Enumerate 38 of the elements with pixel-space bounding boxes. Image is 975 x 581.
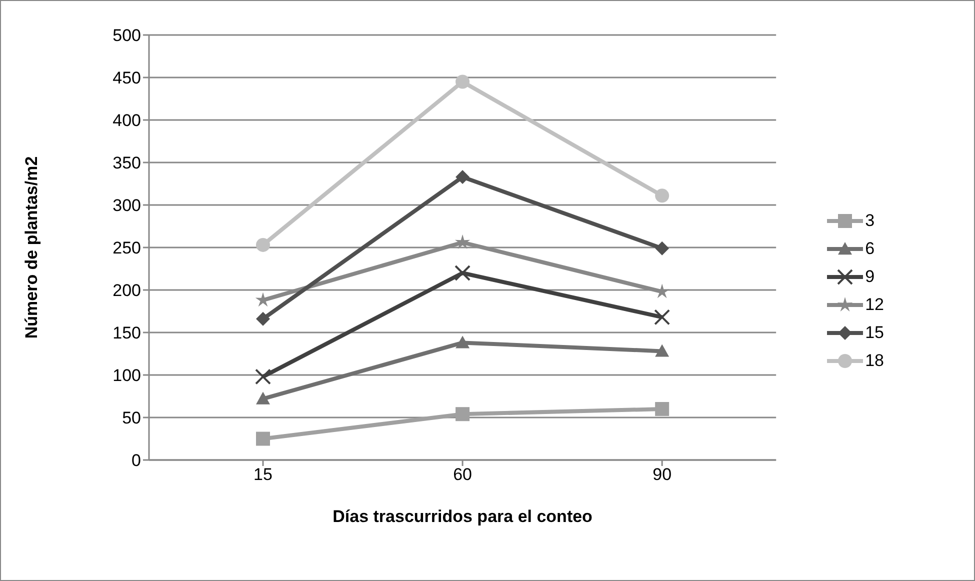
- point: [256, 392, 270, 404]
- point: [454, 265, 471, 281]
- y-tick-label: 150: [112, 324, 141, 343]
- y-tick-label: 0: [132, 451, 141, 470]
- x-tick-label: 15: [254, 465, 272, 484]
- legend-label: 9: [865, 266, 875, 286]
- legend-label: 18: [865, 350, 884, 370]
- point: [655, 188, 670, 203]
- y-tick-label: 300: [112, 196, 141, 216]
- x-tick-label: 60: [453, 465, 472, 484]
- point: [456, 336, 470, 348]
- x-tick-label: 90: [652, 465, 672, 484]
- point: [654, 309, 670, 326]
- y-tick-label: 500: [112, 26, 141, 46]
- point: [655, 344, 670, 357]
- point: [456, 407, 470, 422]
- point: [255, 368, 271, 385]
- point: [456, 170, 470, 184]
- legend-label: 15: [865, 322, 884, 342]
- point: [256, 312, 270, 326]
- legend-label: 3: [865, 210, 875, 230]
- y-tick-label: 450: [112, 68, 141, 88]
- point: [456, 74, 470, 89]
- point: [454, 234, 470, 249]
- y-tick-label: 400: [112, 111, 141, 130]
- point: [256, 238, 270, 252]
- y-tick-label: 50: [122, 408, 141, 428]
- y-tick-label: 200: [112, 281, 141, 300]
- y-tick-label: 250: [112, 238, 141, 258]
- point: [655, 402, 670, 416]
- legend-label: 6: [865, 238, 875, 258]
- x-axis-title: Días trascurridos para el conteo: [332, 507, 592, 526]
- legend-label: 12: [865, 294, 884, 314]
- y-tick-label: 350: [112, 154, 141, 173]
- point: [256, 432, 270, 446]
- y-axis-title: Número de plantas/m2: [22, 156, 42, 339]
- y-tick-label: 100: [112, 366, 141, 386]
- point: [655, 241, 670, 256]
